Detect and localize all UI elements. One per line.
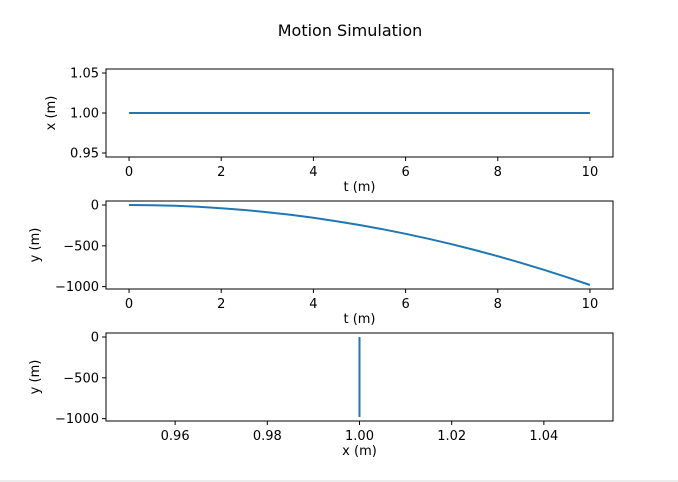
- x-tick-label: 0.98: [253, 429, 282, 444]
- y-tick-label: −1000: [55, 280, 99, 295]
- x-tick-label: 4: [309, 297, 317, 312]
- subplot-1: 0 2 4 6 8 10 0.95 1.00 1.05 t (m) x (m): [44, 67, 614, 195]
- subplots: 0 2 4 6 8 10 0.95 1.00 1.05 t (m) x (m) 0 2 4 6 8 10 0 −50…: [28, 67, 614, 459]
- x-tick-label: 6: [401, 165, 409, 180]
- y-axis-label: x (m): [44, 96, 59, 131]
- y-tick-label: −500: [63, 239, 99, 254]
- x-tick-label: 8: [494, 165, 502, 180]
- x-tick-label: 0.96: [161, 429, 190, 444]
- y-axis-label: y (m): [28, 228, 43, 263]
- x-tick-label: 1.02: [437, 429, 466, 444]
- y-tick-label: 1.00: [70, 107, 99, 122]
- y-tick-label: −500: [63, 371, 99, 386]
- x-tick-label: 2: [217, 297, 225, 312]
- y-tick-label: 1.05: [70, 67, 99, 82]
- y-tick-label: −1000: [55, 412, 99, 427]
- axes-frame: [105, 200, 614, 290]
- x-axis-label: x (m): [342, 444, 377, 459]
- x-tick-label: 6: [401, 297, 409, 312]
- x-tick-label: 4: [309, 165, 317, 180]
- x-axis-label: t (m): [343, 312, 375, 327]
- x-tick-label: 10: [582, 297, 599, 312]
- y-tick-label: 0.95: [70, 147, 99, 162]
- y-tick-label: 0: [91, 199, 99, 214]
- subplot-3: 0.96 0.98 1.00 1.02 1.04 0 −500 −1000 x (m) y (m): [28, 331, 614, 459]
- series-line: [129, 204, 591, 286]
- y-axis-label: y (m): [28, 360, 43, 395]
- x-tick-label: 2: [217, 165, 225, 180]
- x-tick-label: 1.04: [529, 429, 558, 444]
- subplot-2: 0 2 4 6 8 10 0 −500 −1000 t (m) y (m): [28, 199, 614, 327]
- figure-title: Motion Simulation: [278, 21, 423, 40]
- x-axis-label: t (m): [343, 180, 375, 195]
- x-tick-label: 1.00: [345, 429, 374, 444]
- y-tick-label: 0: [91, 331, 99, 346]
- x-tick-label: 10: [582, 165, 599, 180]
- x-tick-label: 8: [494, 297, 502, 312]
- x-tick-label: 0: [125, 165, 133, 180]
- x-tick-label: 0: [125, 297, 133, 312]
